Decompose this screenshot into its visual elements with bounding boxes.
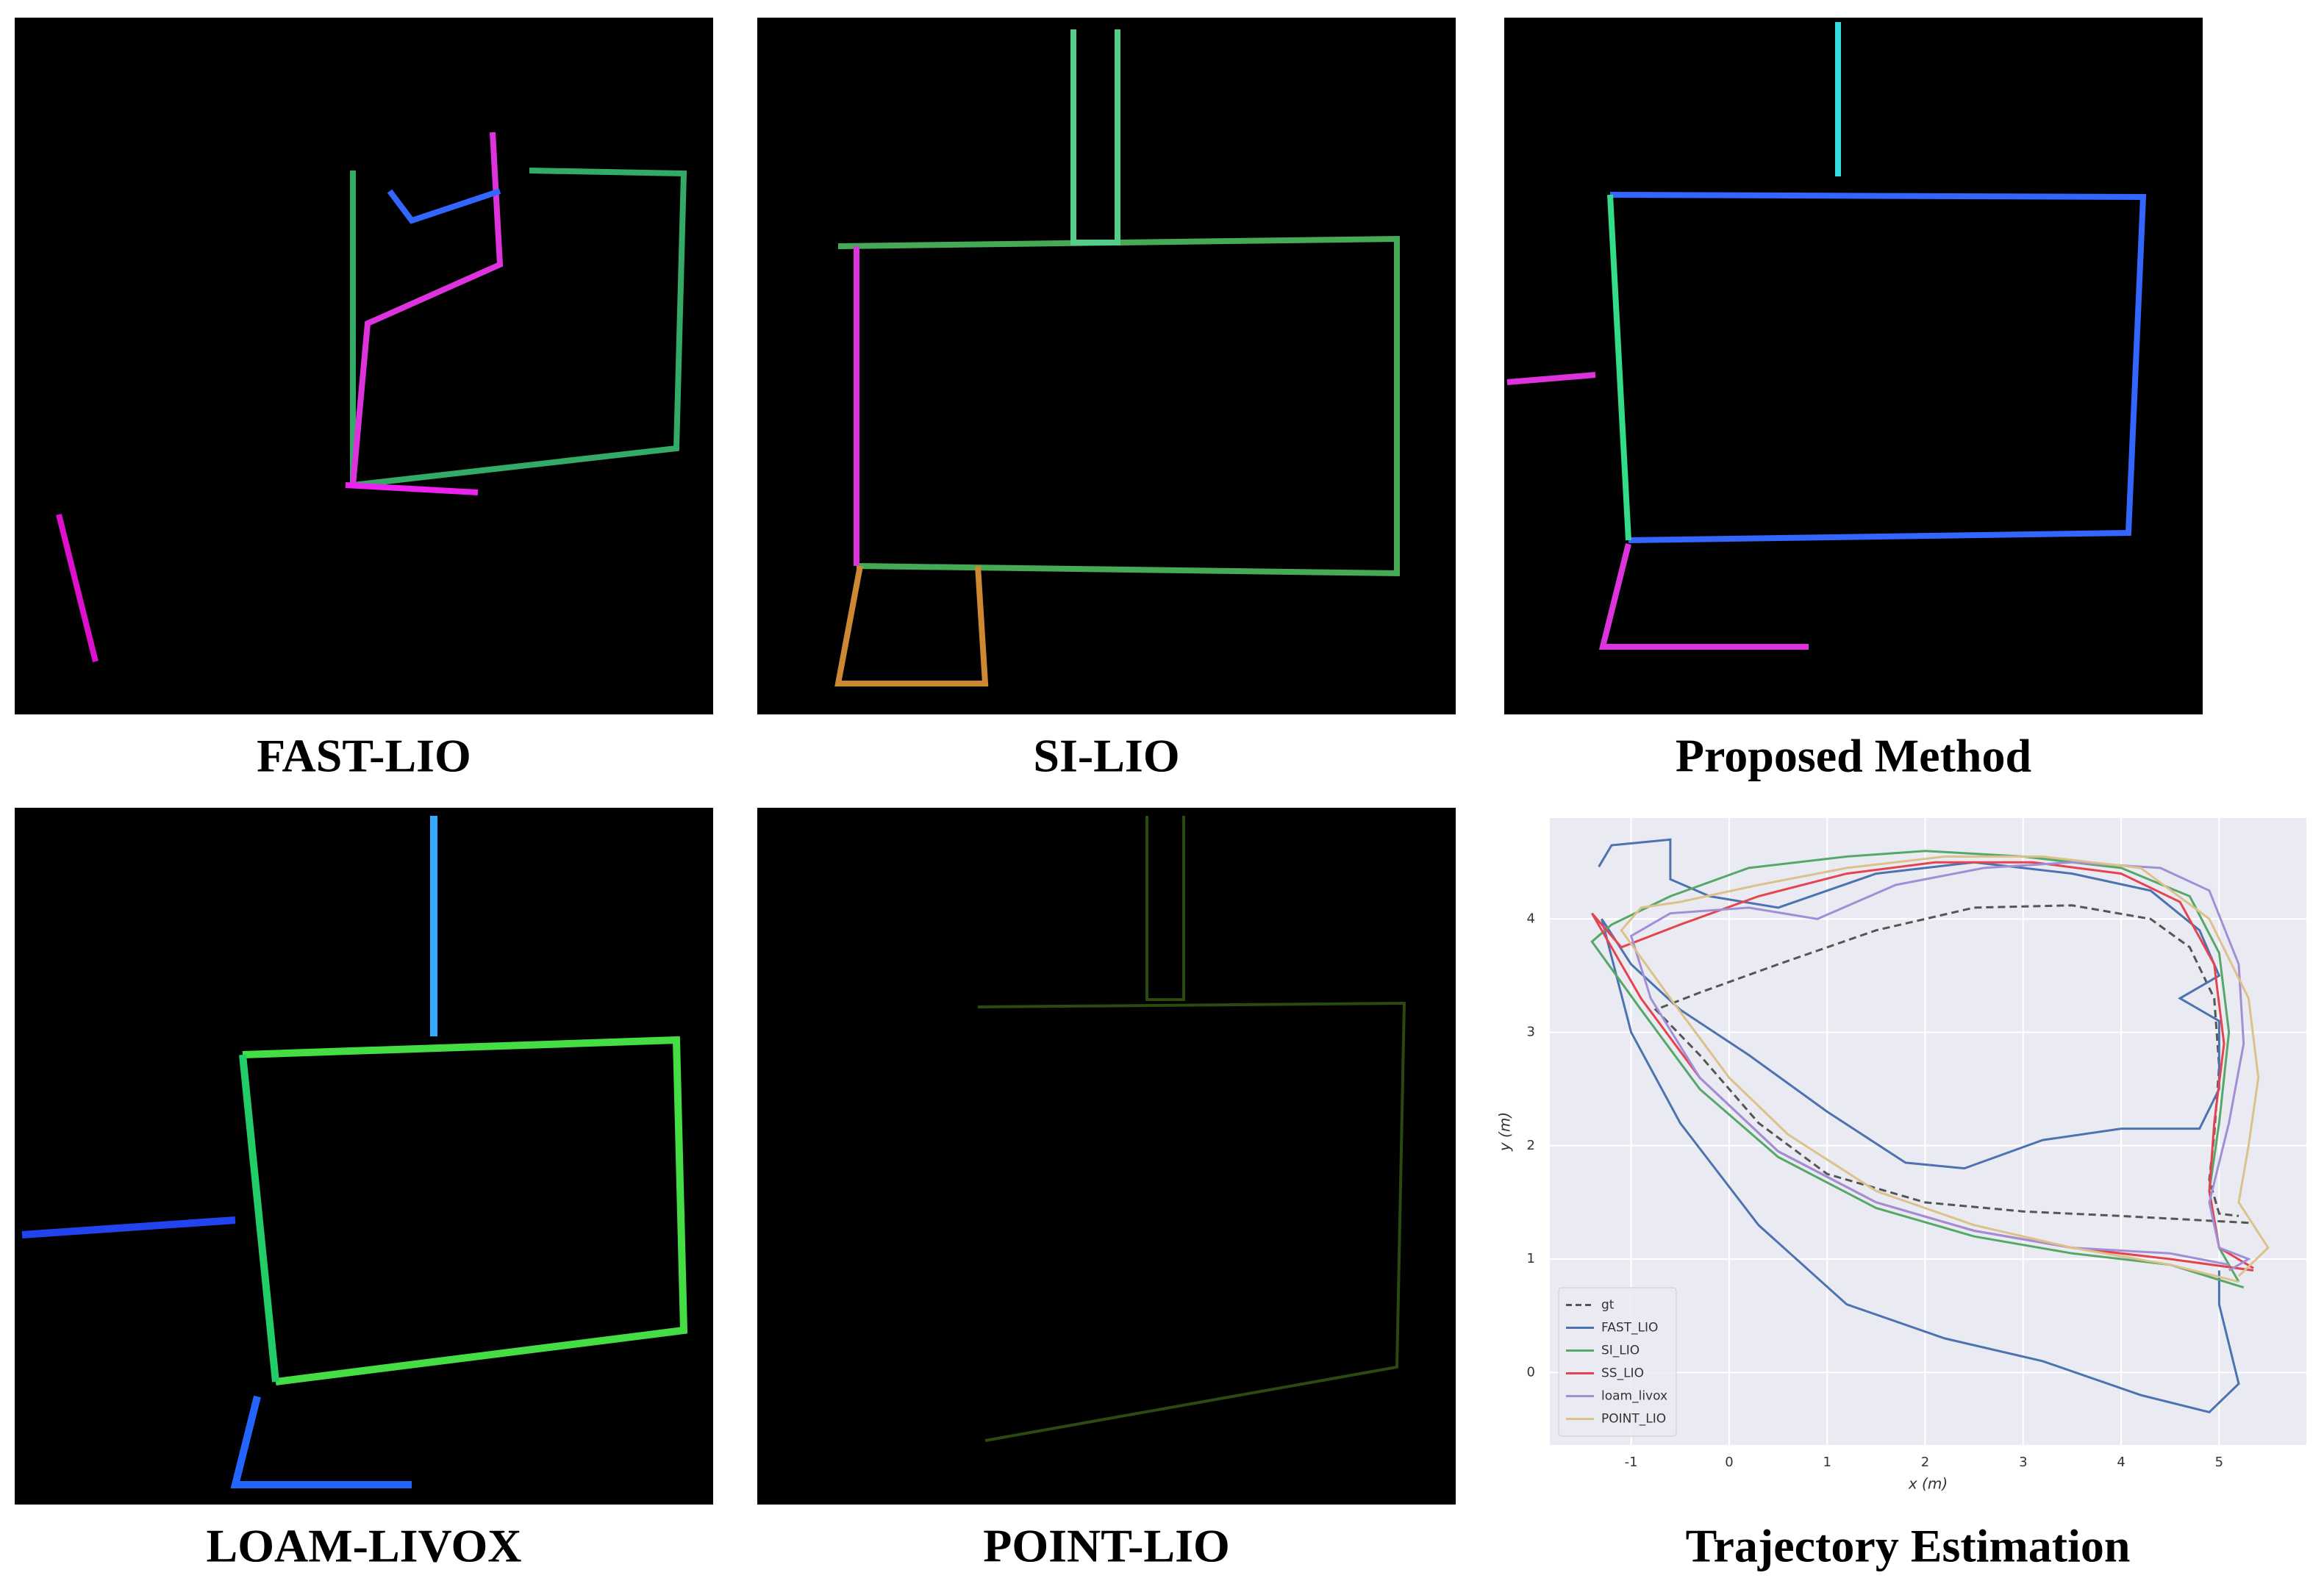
y-tick-label: 3 bbox=[1527, 1025, 1535, 1040]
panel-caption: POINT-LIO bbox=[983, 1520, 1230, 1572]
legend-label: FAST_LIO bbox=[1601, 1321, 1658, 1335]
point-cloud-image bbox=[757, 808, 1456, 1505]
point-cloud-decor bbox=[21, 816, 688, 1488]
x-axis-label: x (m) bbox=[1908, 1475, 1948, 1493]
y-axis-label: y (m) bbox=[1496, 1112, 1514, 1152]
chart-title: Trajectory Estimation bbox=[1686, 1520, 2131, 1572]
trajectory-line bbox=[1590, 850, 2245, 1289]
legend-label: gt bbox=[1601, 1298, 1615, 1313]
x-tick-label: 1 bbox=[1823, 1455, 1831, 1470]
x-tick-label: 4 bbox=[2117, 1455, 2125, 1470]
point-cloud-decor bbox=[834, 29, 1400, 686]
trajectory-line bbox=[1620, 855, 2270, 1283]
trajectory-line bbox=[1629, 861, 2251, 1272]
panel-caption: FAST-LIO bbox=[257, 730, 471, 782]
legend-label: loam_livox bbox=[1601, 1389, 1667, 1404]
x-tick-label: 0 bbox=[1725, 1455, 1733, 1470]
x-tick-label: -1 bbox=[1625, 1455, 1638, 1470]
point-cloud-decor bbox=[56, 132, 687, 662]
legend-label: SI_LIO bbox=[1601, 1344, 1640, 1358]
y-tick-label: 4 bbox=[1527, 911, 1535, 926]
legend-label: SS_LIO bbox=[1601, 1366, 1644, 1381]
point-cloud-image bbox=[15, 808, 713, 1505]
point-cloud-decor bbox=[1506, 22, 2147, 650]
y-tick-label: 1 bbox=[1527, 1251, 1535, 1266]
trajectory-line bbox=[1653, 904, 2249, 1225]
x-tick-label: 2 bbox=[1921, 1455, 1929, 1470]
legend-box bbox=[1558, 1287, 1677, 1437]
panel-caption: Proposed Method bbox=[1676, 730, 2031, 782]
trajectory-line bbox=[1598, 838, 2240, 1413]
point-cloud-decor bbox=[977, 816, 1406, 1442]
x-tick-label: 3 bbox=[2019, 1455, 2027, 1470]
y-tick-label: 0 bbox=[1527, 1364, 1535, 1380]
panel-caption: LOAM-LIVOX bbox=[207, 1520, 522, 1572]
panel-caption: SI-LIO bbox=[1033, 730, 1179, 782]
legend-label: POINT_LIO bbox=[1601, 1412, 1666, 1427]
point-cloud-image bbox=[757, 18, 1456, 714]
x-tick-label: 5 bbox=[2215, 1455, 2223, 1470]
y-tick-label: 2 bbox=[1527, 1138, 1535, 1153]
